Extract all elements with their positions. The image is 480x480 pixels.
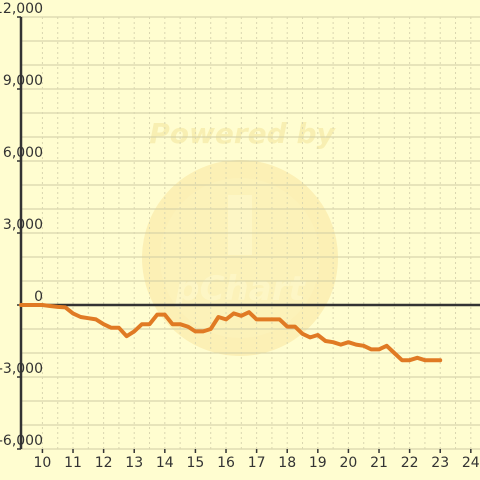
x-tick-label: 20 (340, 455, 358, 471)
series-line (19, 303, 443, 363)
watermark-logo-inner (160, 178, 320, 338)
y-tick-label: 6,000 (3, 145, 43, 161)
x-tick-label: 18 (278, 455, 296, 471)
x-tick-label: 14 (156, 455, 174, 471)
x-axis-ticks: 10 11 12 13 14 15 16 17 18 19 20 21 22 23 24 (34, 449, 480, 471)
y-axis-ticks: -6,000 -3,000 0 3,000 6,000 9,000 12,000 (0, 1, 43, 450)
watermark-text: Powered by (149, 117, 336, 150)
y-tick-label: 3,000 (3, 217, 43, 233)
x-tick-label: 15 (187, 455, 205, 471)
watermark-logo-text: pChart (174, 269, 306, 309)
x-tick-label: 23 (431, 455, 449, 471)
x-tick-label: 16 (217, 455, 235, 471)
y-tick-label: 12,000 (0, 1, 43, 17)
x-tick-label: 21 (370, 455, 388, 471)
series-group (19, 303, 443, 363)
x-tick-label: 24 (462, 455, 480, 471)
x-tick-label: 11 (64, 455, 82, 471)
x-tick-label: 13 (125, 455, 143, 471)
grid (21, 16, 480, 450)
x-tick-label: 19 (309, 455, 327, 471)
watermark-logo-bar (228, 195, 252, 255)
x-tick-label: 22 (401, 455, 419, 471)
y-tick-label: 0 (34, 289, 43, 305)
x-tick-label: 17 (248, 455, 266, 471)
y-tick-label: 9,000 (3, 73, 43, 89)
y-tick-label: -3,000 (0, 361, 43, 377)
x-tick-label: 10 (34, 455, 52, 471)
y-tick-label: -6,000 (0, 433, 43, 449)
x-tick-label: 12 (95, 455, 113, 471)
